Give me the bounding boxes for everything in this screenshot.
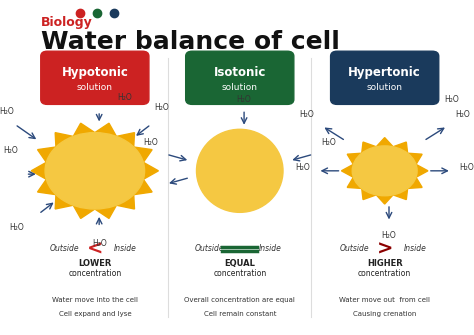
- Text: Hypertonic: Hypertonic: [348, 66, 421, 79]
- Text: H₂O: H₂O: [444, 95, 459, 104]
- Text: Biology: Biology: [41, 16, 92, 29]
- Text: solution: solution: [367, 83, 403, 92]
- FancyBboxPatch shape: [330, 51, 439, 105]
- Text: Inside: Inside: [403, 245, 427, 253]
- Text: Inside: Inside: [114, 245, 137, 253]
- Circle shape: [45, 133, 145, 209]
- Text: Outside: Outside: [339, 245, 369, 253]
- Text: H₂O: H₂O: [144, 138, 158, 147]
- Text: H₂O: H₂O: [118, 93, 133, 102]
- Text: Causing crenation: Causing crenation: [353, 311, 416, 317]
- Text: H₂O: H₂O: [459, 163, 474, 172]
- Text: H₂O: H₂O: [92, 240, 107, 249]
- Text: Water move out  from cell: Water move out from cell: [339, 297, 430, 304]
- Text: concentration: concentration: [358, 269, 411, 278]
- Text: HIGHER: HIGHER: [367, 259, 402, 268]
- Text: LOWER: LOWER: [78, 259, 111, 268]
- Text: EQUAL: EQUAL: [224, 259, 255, 268]
- Text: H₂O: H₂O: [295, 163, 310, 172]
- Text: Isotonic: Isotonic: [214, 66, 266, 79]
- Polygon shape: [31, 123, 158, 218]
- Text: Cell expand and lyse: Cell expand and lyse: [58, 311, 131, 317]
- Text: H₂O: H₂O: [300, 110, 314, 119]
- Text: concentration: concentration: [213, 269, 266, 278]
- Text: H₂O: H₂O: [9, 223, 24, 232]
- Text: H₂O: H₂O: [455, 110, 470, 119]
- Text: solution: solution: [222, 83, 258, 92]
- Text: H₂O: H₂O: [382, 231, 396, 240]
- Text: Outside: Outside: [50, 245, 79, 253]
- Text: Inside: Inside: [259, 245, 282, 253]
- Text: H₂O: H₂O: [0, 107, 14, 116]
- Text: concentration: concentration: [68, 269, 121, 278]
- Circle shape: [352, 146, 417, 196]
- Text: Overall concentration are equal: Overall concentration are equal: [184, 297, 295, 304]
- Ellipse shape: [197, 129, 283, 212]
- Text: H₂O: H₂O: [237, 95, 251, 104]
- Text: Outside: Outside: [195, 245, 224, 253]
- Text: solution: solution: [77, 83, 113, 92]
- Text: H₂O: H₂O: [321, 138, 336, 147]
- Text: H₂O: H₂O: [3, 146, 18, 155]
- FancyBboxPatch shape: [186, 51, 294, 105]
- Text: <: <: [87, 240, 103, 258]
- Text: Water balance of cell: Water balance of cell: [41, 29, 340, 54]
- FancyBboxPatch shape: [41, 51, 149, 105]
- Polygon shape: [341, 138, 428, 204]
- Text: >: >: [376, 240, 393, 258]
- Text: Water move into the cell: Water move into the cell: [52, 297, 138, 304]
- Text: Hypotonic: Hypotonic: [62, 66, 128, 79]
- Text: H₂O: H₂O: [155, 103, 169, 112]
- Text: Cell remain constant: Cell remain constant: [203, 311, 276, 317]
